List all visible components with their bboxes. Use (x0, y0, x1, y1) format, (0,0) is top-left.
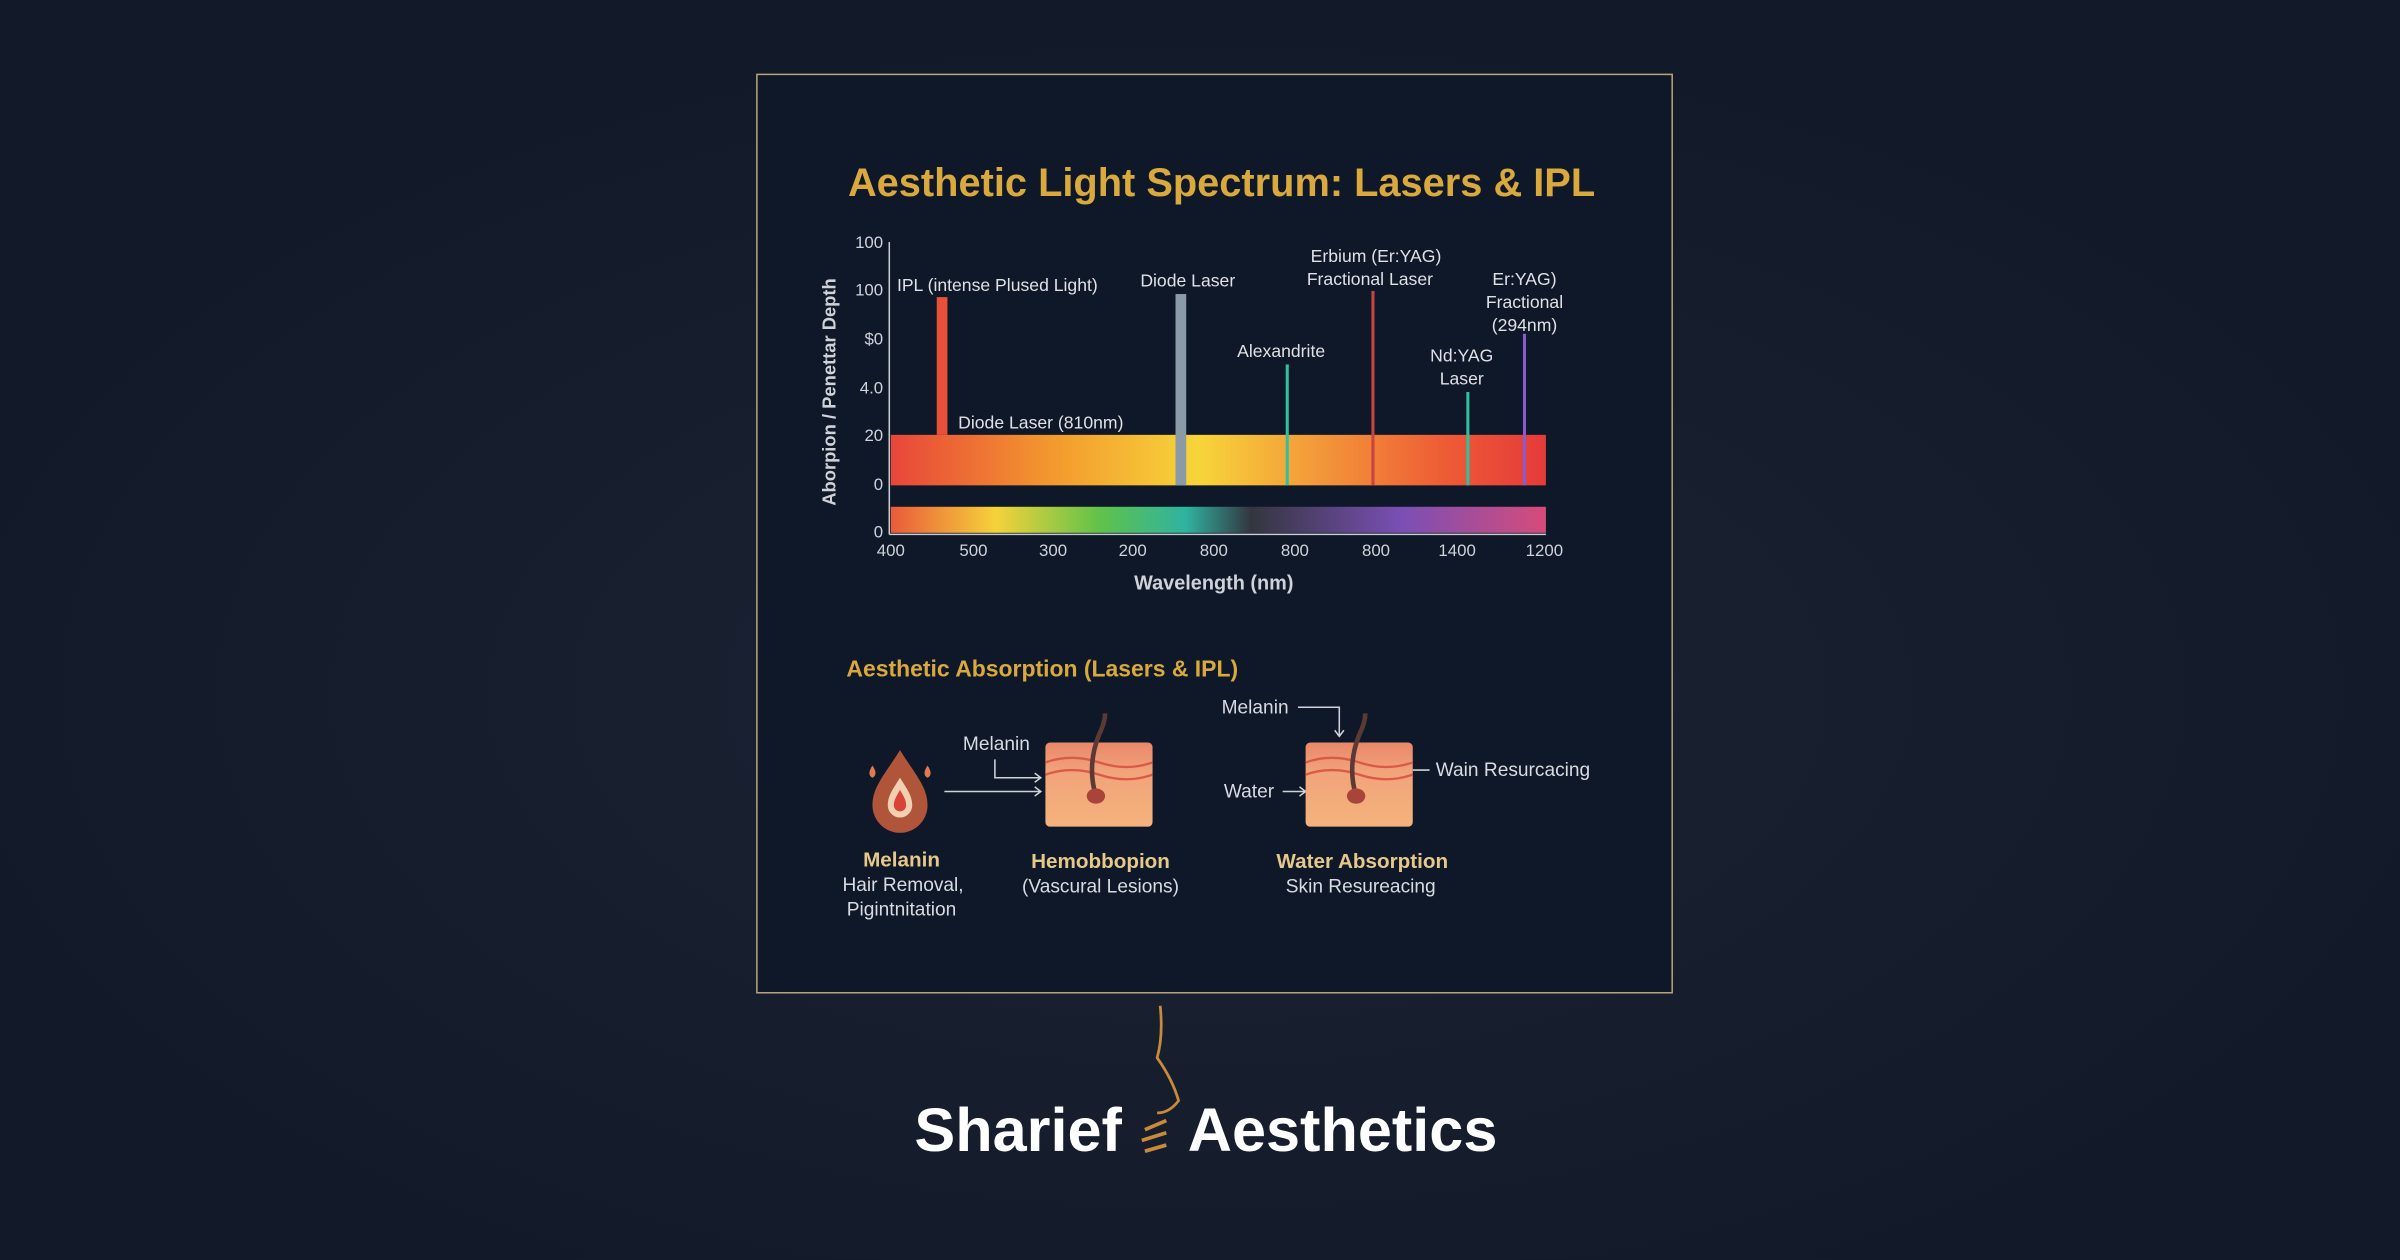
logo-mark (1141, 1118, 1168, 1153)
erbium-label: Fractional Laser (1307, 269, 1433, 289)
eryag-label: (294nm) (1492, 315, 1558, 335)
skin-icon (1045, 713, 1153, 827)
diode-bar (1175, 294, 1187, 486)
eryag-label: Er:YAG) (1492, 269, 1556, 289)
card-title: Aesthetic Light Spectrum: Lasers & IPL (848, 161, 1595, 205)
alexandrite-label: Alexandrite (1237, 341, 1325, 361)
diode-label: Diode Laser (1140, 270, 1235, 290)
hemoglobin-title: Hemobbopion (1031, 850, 1170, 873)
drop-icon (869, 750, 931, 833)
y-tick-label: 0 (874, 475, 883, 494)
melanin-line: Pigintnitation (847, 899, 957, 920)
spectrum-band (890, 434, 1546, 486)
x-tick-label: 800 (1281, 541, 1309, 560)
x-tick-label: 300 (1039, 541, 1067, 560)
ipl-bar (936, 297, 948, 435)
logo-swoosh (1155, 1005, 1181, 1115)
diode-band-label: Diode Laser (810nm) (958, 413, 1123, 433)
y-tick-label: 100 (855, 233, 883, 252)
x-tick-label: 1200 (1526, 541, 1563, 560)
ndyag-line (1466, 391, 1470, 486)
alexandrite-line (1285, 364, 1289, 486)
section-heading: Aesthetic Absorption (Lasers & IPL) (846, 656, 1238, 682)
y-axis-label: Aborpion / Penettar Depth (819, 278, 840, 505)
melanin-title: Melanin (863, 848, 940, 871)
ndyag-label: Nd:YAG (1430, 345, 1493, 365)
water-line: Skin Resureacing (1286, 877, 1436, 898)
skin-icon (1305, 713, 1414, 827)
x-tick-label: 800 (1362, 541, 1390, 560)
x-tick-label: 500 (959, 541, 987, 560)
y-tick-label: 100 (855, 281, 883, 300)
x-tick-label: 400 (877, 541, 905, 560)
x-axis-label: Wavelength (nm) (1134, 572, 1293, 594)
x-tick-label: 1400 (1438, 541, 1475, 560)
ipl-label: IPL (intense Plused Light) (897, 275, 1098, 295)
y-tick-label: 0 (874, 522, 883, 541)
erbium-label: Erbium (Er:YAG) (1311, 246, 1442, 266)
pointer-label: Melanin (1222, 697, 1289, 718)
y-tick-label: 20 (864, 426, 883, 445)
pointer-arrow (944, 759, 1043, 797)
brand-right: Aesthetics (1188, 1096, 1498, 1164)
x-tick-label: 800 (1200, 541, 1228, 560)
eryag-line (1522, 333, 1527, 486)
eryag-label: Fractional (1486, 292, 1563, 312)
pointer-arrow (1282, 706, 1430, 797)
erbium-line (1371, 290, 1375, 486)
ndyag-label: Laser (1440, 368, 1484, 388)
melanin-line: Hair Removal, (842, 875, 963, 896)
brand-left: Sharief (914, 1096, 1122, 1164)
pointer-label: Wain Resurcacing (1436, 760, 1590, 781)
rainbow-band (890, 506, 1546, 533)
water-title: Water Absorption (1276, 850, 1448, 873)
pointer-label: Melanin (963, 734, 1030, 755)
y-tick-label: 4.0 (860, 379, 883, 398)
hemoglobin-line: (Vascural Lesions) (1022, 877, 1179, 898)
y-tick-label: $0 (864, 330, 883, 349)
pointer-label: Water (1224, 782, 1275, 803)
x-tick-label: 200 (1119, 541, 1147, 560)
